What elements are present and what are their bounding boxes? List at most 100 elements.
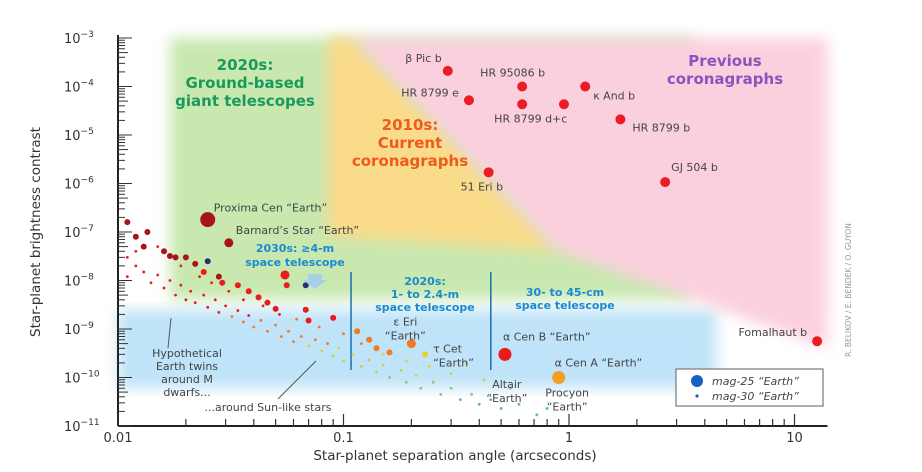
- population-point: [375, 370, 378, 374]
- named-earth-label: α Cen B “Earth”: [503, 330, 591, 343]
- ground-label-1: 2020s:: [217, 56, 274, 74]
- population-point: [156, 245, 160, 248]
- population-point: [404, 359, 408, 363]
- population-point: [302, 282, 309, 289]
- population-point: [179, 264, 183, 268]
- population-point: [134, 249, 138, 253]
- population-point: [366, 336, 373, 343]
- previous-label-1: Previous: [688, 52, 761, 70]
- planet-point: [812, 336, 823, 347]
- x-tick-label: 10: [786, 431, 803, 446]
- space45cm-label-1: 30- to 45-cm: [526, 286, 604, 299]
- population-point: [517, 402, 521, 406]
- population-point: [274, 323, 278, 327]
- previous-label-2: coronagraphs: [667, 70, 783, 88]
- population-point: [230, 315, 234, 319]
- named-earth-label: Barnard’s Star “Earth”: [236, 224, 359, 237]
- sunlike-pointer: [277, 360, 317, 400]
- population-point: [242, 320, 245, 324]
- population-point: [305, 317, 312, 324]
- planet-point: [442, 65, 453, 76]
- legend: mag-25 “Earth” mag-30 “Earth”: [675, 368, 824, 407]
- y-tick-label: 10−4: [64, 79, 94, 96]
- population-point: [414, 374, 418, 377]
- planet-label: Fomalhaut b: [738, 326, 807, 339]
- population-point: [261, 304, 265, 308]
- population-point: [373, 345, 380, 352]
- population-point: [189, 289, 193, 293]
- planet-label: HR 95086 b: [480, 67, 545, 80]
- named-earth-label: Proxima Cen “Earth”: [214, 202, 327, 215]
- y-tick-label: 10−7: [64, 224, 94, 241]
- legend-marker-small: [695, 394, 699, 398]
- legend-label-mag30: mag-30 “Earth”: [712, 390, 799, 403]
- population-point: [477, 402, 481, 406]
- named-earth-label: α Cen A “Earth”: [555, 357, 643, 370]
- population-point: [388, 376, 391, 379]
- planet-point: [463, 95, 474, 106]
- population-point: [330, 314, 337, 321]
- named-earth-point: [224, 238, 234, 248]
- population-point: [198, 275, 201, 279]
- named-earth-point: [422, 351, 429, 358]
- planet-label: κ And b: [593, 90, 635, 103]
- population-point: [331, 354, 335, 358]
- population-point: [192, 260, 199, 267]
- population-point: [200, 268, 207, 275]
- y-tick-exponent: −5: [81, 127, 94, 137]
- x-tick-label: 0.1: [333, 431, 354, 446]
- y-axis-label: Star-planet brightness contrast: [28, 127, 44, 337]
- population-point: [132, 233, 139, 240]
- population-point: [381, 363, 385, 367]
- population-point: [359, 342, 363, 345]
- population-point: [449, 372, 453, 376]
- region-labels: 2020s: Ground-based giant telescopes 201…: [152, 52, 783, 414]
- population-points: [124, 219, 521, 410]
- y-tick-exponent: −8: [81, 273, 95, 283]
- population-point: [124, 219, 131, 226]
- legend-label-mag25: mag-25 “Earth”: [712, 375, 799, 388]
- y-tick-label: 10−5: [64, 127, 94, 144]
- y-tick-exponent: −7: [81, 224, 94, 234]
- population-point: [307, 344, 310, 348]
- population-point: [295, 317, 299, 321]
- legend-box: [675, 368, 824, 407]
- population-point: [337, 346, 340, 350]
- planet-point: [580, 81, 591, 92]
- population-point: [499, 407, 503, 410]
- population-point: [280, 270, 290, 280]
- y-tick-label: 10−6: [64, 176, 94, 193]
- population-point: [213, 298, 217, 302]
- current-label-3: coronagraphs: [352, 152, 468, 170]
- x-tick-label: 1: [565, 431, 573, 446]
- region-previous-coronagraphs: [352, 38, 828, 349]
- named-earth-label: “Earth”: [385, 330, 426, 343]
- down-arrow-icon: [303, 274, 327, 289]
- population-point: [299, 335, 303, 338]
- population-point: [386, 349, 393, 356]
- population-point: [168, 279, 172, 282]
- population-point: [278, 313, 281, 316]
- population-point: [482, 378, 486, 382]
- y-tick-exponent: −11: [81, 418, 100, 428]
- population-point: [266, 329, 269, 333]
- planet-label: GJ 504 b: [671, 161, 718, 174]
- axes: 10−310−410−510−610−710−810−910−1010−110.…: [64, 30, 828, 446]
- population-point: [182, 254, 189, 261]
- mdwarf-pointer: [167, 317, 172, 349]
- named-earth-point: [406, 339, 416, 349]
- named-earth-label: “Earth”: [547, 400, 588, 413]
- planet-point: [517, 99, 528, 110]
- y-tick-label: 10−8: [64, 273, 94, 290]
- current-label-1: 2010s:: [382, 116, 439, 134]
- space24m-label-1: 2020s:: [404, 275, 446, 288]
- population-point: [313, 338, 317, 342]
- population-point: [287, 329, 290, 333]
- mdwarf-annotation-2: Earth twins: [156, 360, 218, 373]
- y-tick-label: 10−10: [64, 370, 100, 387]
- y-tick-exponent: −6: [81, 176, 95, 186]
- population-point: [224, 304, 227, 308]
- sunlike-annotation: ...around Sun-like stars: [205, 401, 332, 414]
- population-point: [509, 386, 512, 390]
- population-point: [381, 352, 385, 356]
